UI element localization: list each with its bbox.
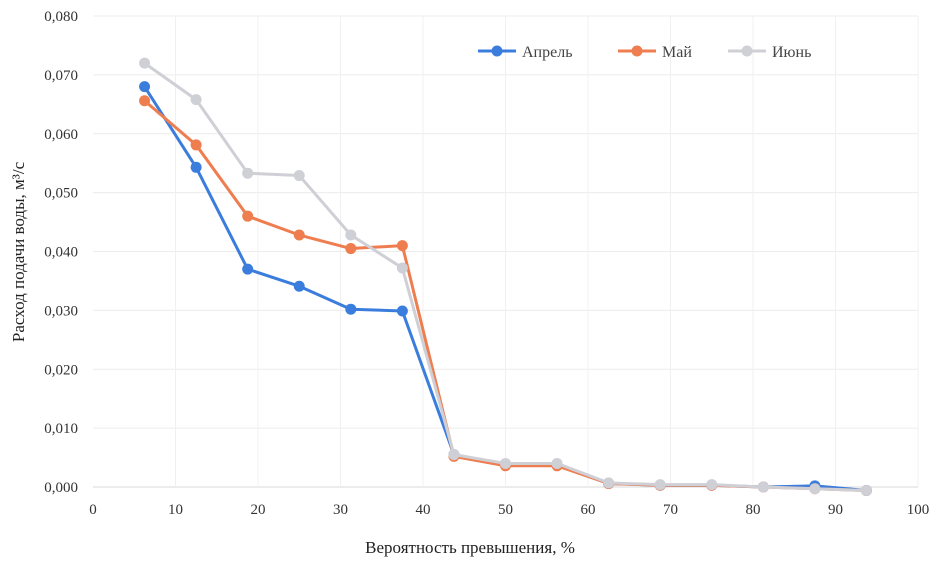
x-tick-label: 80 xyxy=(746,502,761,518)
data-point xyxy=(860,485,872,497)
y-tick-label: 0,060 xyxy=(44,127,78,143)
x-tick-label: 100 xyxy=(907,502,930,518)
legend-marker xyxy=(631,45,643,57)
series-group xyxy=(139,57,872,497)
y-tick-label: 0,050 xyxy=(44,186,78,202)
x-tick-label: 50 xyxy=(498,502,513,518)
x-tick-label: 40 xyxy=(416,502,431,518)
tick-labels: 0,000 0,010 0,020 0,030 0,040 0,050 0,060 0,070… xyxy=(44,9,929,518)
data-point xyxy=(500,457,511,469)
x-tick-label: 60 xyxy=(581,502,596,518)
y-tick-label: 0,020 xyxy=(44,362,78,378)
data-point xyxy=(139,81,151,93)
legend-label: Апрель xyxy=(522,44,573,61)
legend-label: Июнь xyxy=(772,44,811,61)
x-tick-label: 30 xyxy=(333,502,348,518)
x-tick-label: 90 xyxy=(828,502,843,518)
data-point xyxy=(293,170,305,182)
legend: Апрель Май Июнь xyxy=(478,44,811,61)
x-tick-label: 70 xyxy=(663,502,678,518)
x-axis-label: Вероятность превышения, % xyxy=(365,538,575,557)
y-tick-label: 0,010 xyxy=(44,421,78,437)
legend-marker xyxy=(491,45,503,57)
data-point xyxy=(654,479,666,491)
y-tick-label: 0,080 xyxy=(44,9,78,25)
data-point xyxy=(757,481,769,493)
y-tick-label: 0,070 xyxy=(44,68,78,84)
data-point xyxy=(242,263,254,275)
data-point xyxy=(139,57,151,69)
y-tick-label: 0,030 xyxy=(44,303,78,319)
data-point xyxy=(603,477,615,489)
data-point xyxy=(396,262,408,274)
y-tick-label: 0,000 xyxy=(44,480,78,496)
data-point xyxy=(345,229,357,241)
data-point xyxy=(242,210,254,222)
x-tick-label: 0 xyxy=(89,502,97,518)
y-axis-label: Расход подачи воды, м³/с xyxy=(9,161,28,342)
x-tick-label: 20 xyxy=(251,502,266,518)
y-tick-label: 0,040 xyxy=(44,245,78,261)
legend-marker xyxy=(741,45,753,57)
data-point xyxy=(293,280,305,292)
data-point xyxy=(448,449,460,461)
data-point xyxy=(242,167,254,179)
data-point xyxy=(190,94,202,106)
data-point xyxy=(190,139,202,151)
data-point xyxy=(190,161,202,173)
data-point xyxy=(345,243,357,255)
data-point xyxy=(293,229,305,241)
series-Июнь xyxy=(139,57,872,497)
grid xyxy=(93,15,919,488)
legend-label: Май xyxy=(662,44,692,61)
data-point xyxy=(396,240,408,252)
x-tick-label: 10 xyxy=(168,502,183,518)
data-point xyxy=(396,305,408,317)
data-point xyxy=(139,95,151,107)
data-point xyxy=(345,303,357,315)
data-point xyxy=(551,457,563,469)
data-point xyxy=(809,483,821,495)
data-point xyxy=(706,479,718,491)
